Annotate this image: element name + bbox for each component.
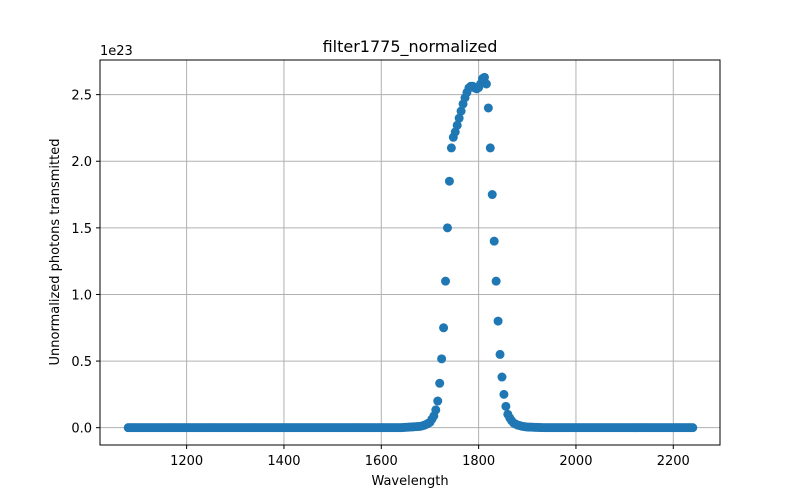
data-point (433, 396, 443, 406)
data-point (487, 190, 497, 200)
data-point (499, 389, 509, 399)
data-point (431, 405, 441, 415)
y-tick-label: 0.5 (71, 355, 92, 370)
grid (100, 60, 720, 445)
data-point (437, 354, 447, 364)
x-tick-label: 1800 (462, 454, 495, 469)
x-tick-label: 1600 (365, 454, 398, 469)
data-point (491, 276, 501, 286)
x-tick-label: 1200 (170, 454, 203, 469)
plot-frame (99, 59, 721, 446)
data-point (497, 372, 507, 382)
x-tick-label: 1400 (267, 454, 300, 469)
y-axis-offset-label: 1e23 (100, 44, 133, 59)
data-points (123, 72, 698, 433)
data-point (688, 423, 698, 433)
chart-title: filter1775_normalized (323, 37, 498, 57)
data-point (495, 349, 505, 359)
x-axis-label: Wavelength (371, 474, 448, 489)
y-tick-label: 2.0 (71, 155, 92, 170)
data-point (435, 378, 445, 388)
data-point (444, 176, 454, 186)
data-point (483, 103, 493, 113)
y-tick-label: 1.0 (71, 288, 92, 303)
y-axis-ticks: 0.0 0.5 1.0 1.5 2.0 2.5 (71, 89, 100, 437)
x-axis-ticks: 1200 1400 1600 1800 2000 2200 (170, 445, 690, 469)
data-point (442, 223, 452, 233)
data-point (439, 323, 449, 333)
data-point (452, 120, 462, 130)
data-point (485, 143, 495, 153)
y-tick-label: 2.5 (71, 89, 92, 104)
x-tick-label: 2200 (657, 454, 690, 469)
y-axis-label: Unnormalized photons transmitted (48, 139, 63, 366)
data-point (481, 79, 491, 89)
data-point (446, 143, 456, 153)
x-tick-label: 2000 (559, 454, 592, 469)
y-tick-label: 0.0 (71, 422, 92, 437)
data-point (454, 113, 464, 123)
y-tick-label: 1.5 (71, 222, 92, 237)
data-point (489, 236, 499, 246)
data-point (441, 276, 451, 286)
data-point (456, 106, 466, 116)
data-point (493, 316, 503, 326)
data-point (501, 401, 511, 411)
